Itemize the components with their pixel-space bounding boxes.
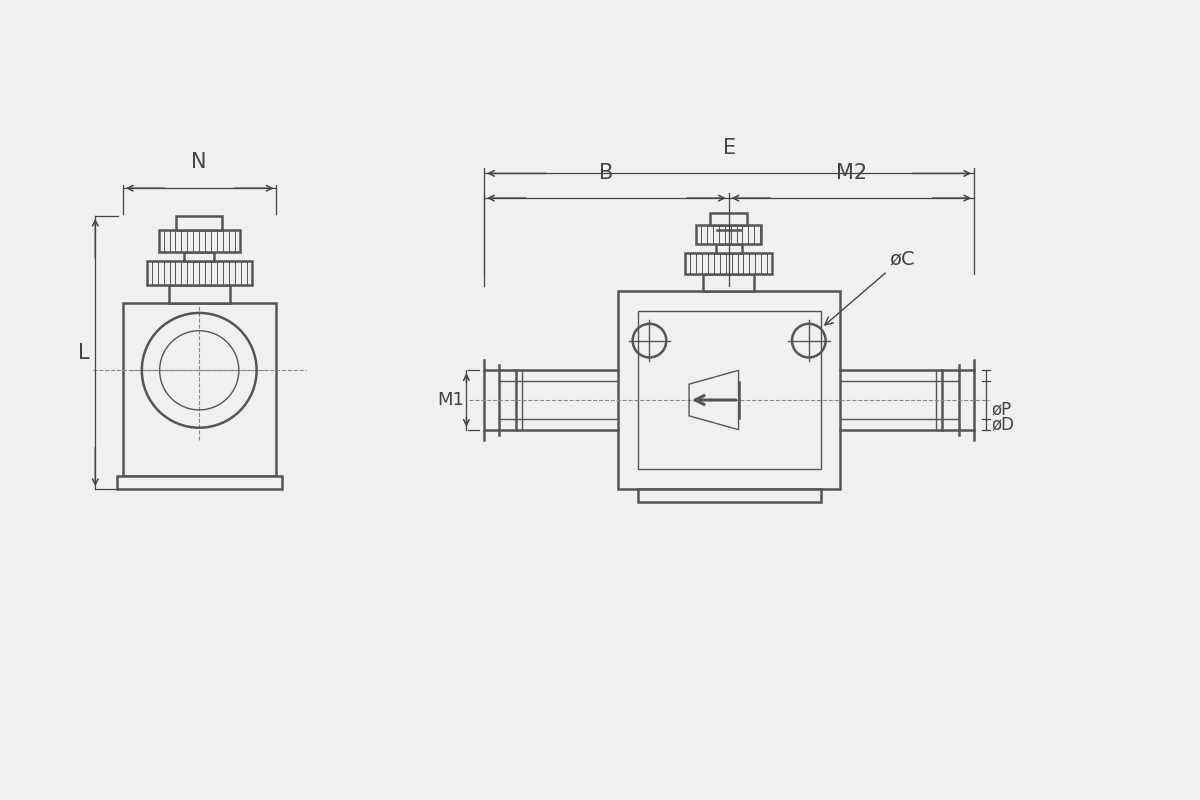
Bar: [158, 230, 240, 251]
Text: M1: M1: [437, 391, 464, 409]
Bar: [168, 286, 230, 303]
Bar: [176, 216, 222, 230]
Text: øD: øD: [992, 415, 1015, 434]
Bar: [146, 262, 252, 286]
Bar: [710, 213, 748, 225]
Bar: [124, 303, 276, 476]
Bar: [715, 244, 742, 253]
Bar: [637, 489, 821, 502]
Bar: [685, 253, 772, 274]
Text: M2: M2: [835, 163, 866, 183]
Text: E: E: [722, 138, 736, 158]
Text: N: N: [192, 152, 206, 172]
Bar: [696, 225, 761, 244]
Text: L: L: [78, 342, 89, 362]
Text: øP: øP: [992, 401, 1012, 418]
Bar: [618, 291, 840, 489]
Bar: [118, 476, 282, 489]
Text: B: B: [599, 163, 613, 183]
Bar: [185, 251, 214, 262]
Text: øC: øC: [824, 250, 914, 325]
Bar: [637, 311, 821, 470]
Bar: [703, 274, 755, 291]
